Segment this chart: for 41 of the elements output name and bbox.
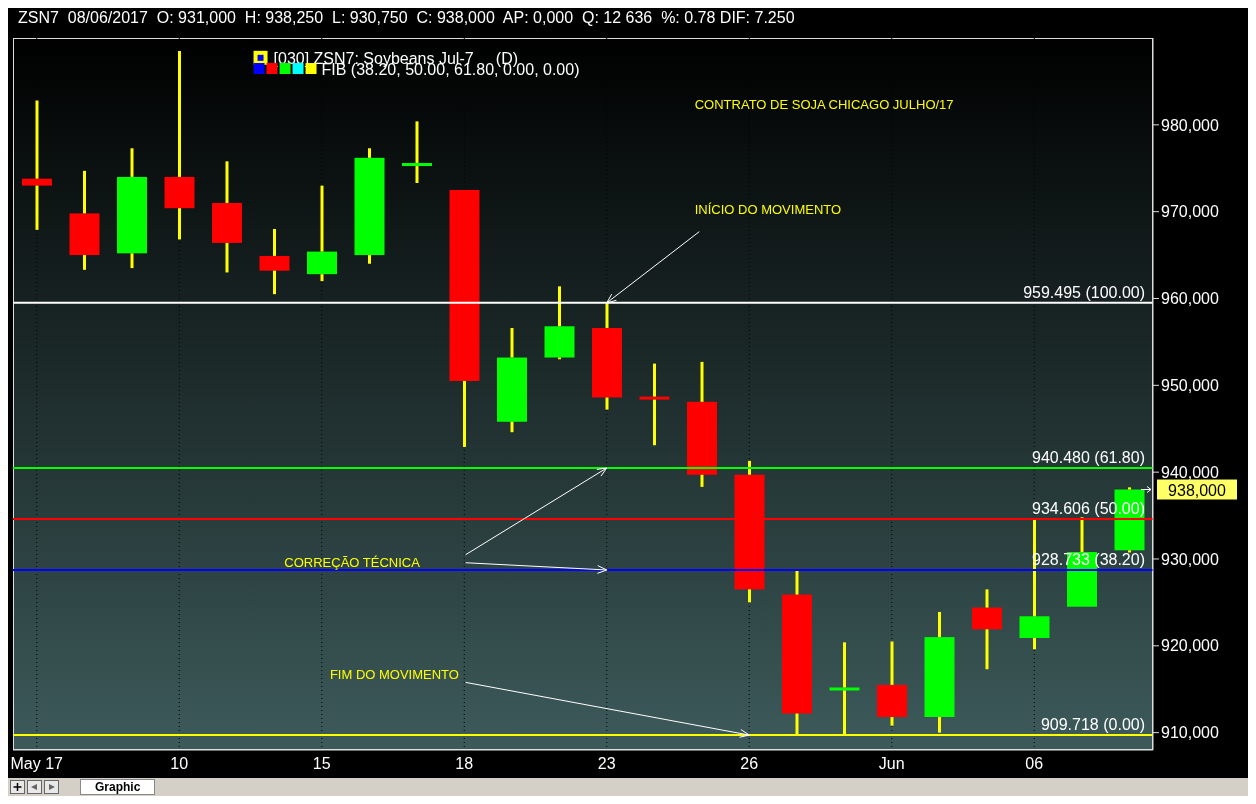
y-tick-label: 950,000 — [1161, 377, 1219, 394]
y-tick-label: 960,000 — [1161, 290, 1219, 308]
y-tick-label: 930,000 — [1161, 550, 1219, 568]
candlestick — [592, 302, 622, 410]
candlestick — [117, 148, 147, 270]
x-tick-label: Jun — [878, 755, 905, 773]
annotation: 959.495 (100.00) — [1023, 283, 1145, 301]
x-tick-label: 23 — [597, 755, 616, 773]
candlestick — [497, 328, 527, 434]
annotation: CORREÇÃO TÉCNICA — [284, 555, 421, 571]
candlestick — [164, 51, 195, 240]
candlestick — [22, 100, 52, 230]
x-tick-label: 15 — [312, 755, 331, 773]
x-tick-label: 06 — [1025, 755, 1044, 773]
y-tick-label: 980,000 — [1161, 116, 1219, 134]
y-tick-label: 910,000 — [1161, 724, 1219, 742]
chart-title: ZSN7 08/06/2017 O: 931,000 H: 938,250 L: 930,750 C: 938,000 AP: 0,000 Q: 12 636 %: 0.78 DIF: 7.250 — [17, 8, 796, 28]
y-tick-label: 940,000 — [1161, 463, 1219, 481]
candlestick — [212, 161, 242, 273]
x-tick-label: 18 — [455, 755, 474, 773]
candlestick — [69, 169, 100, 270]
annotation: 909.718 (0.00) — [1040, 716, 1145, 734]
candlestick — [877, 641, 907, 726]
candlestick — [972, 589, 1002, 670]
annotation: CONTRATO DE SOJA CHICAGO JULHO/17 — [694, 97, 954, 113]
candlestick — [639, 363, 670, 447]
text: 938,000 — [1168, 481, 1227, 499]
candlestick — [402, 121, 432, 183]
x-tick-label: May 17 — [10, 755, 64, 773]
annotation: INÍCIO DO MOVIMENTO — [694, 201, 842, 217]
candlestick — [354, 148, 385, 264]
text: Graphic — [80, 779, 156, 795]
y-tick-label: 920,000 — [1161, 637, 1219, 655]
candlestick — [307, 185, 337, 283]
y-tick-label: 970,000 — [1161, 203, 1219, 221]
x-tick-label: 26 — [740, 755, 759, 773]
annotation: FIM DO MOVIMENTO — [329, 666, 459, 682]
candlestick — [687, 360, 717, 487]
x-tick-label: 10 — [170, 755, 189, 773]
annotation: 940.480 (61.80) — [1032, 448, 1145, 466]
candlestick — [259, 229, 290, 296]
